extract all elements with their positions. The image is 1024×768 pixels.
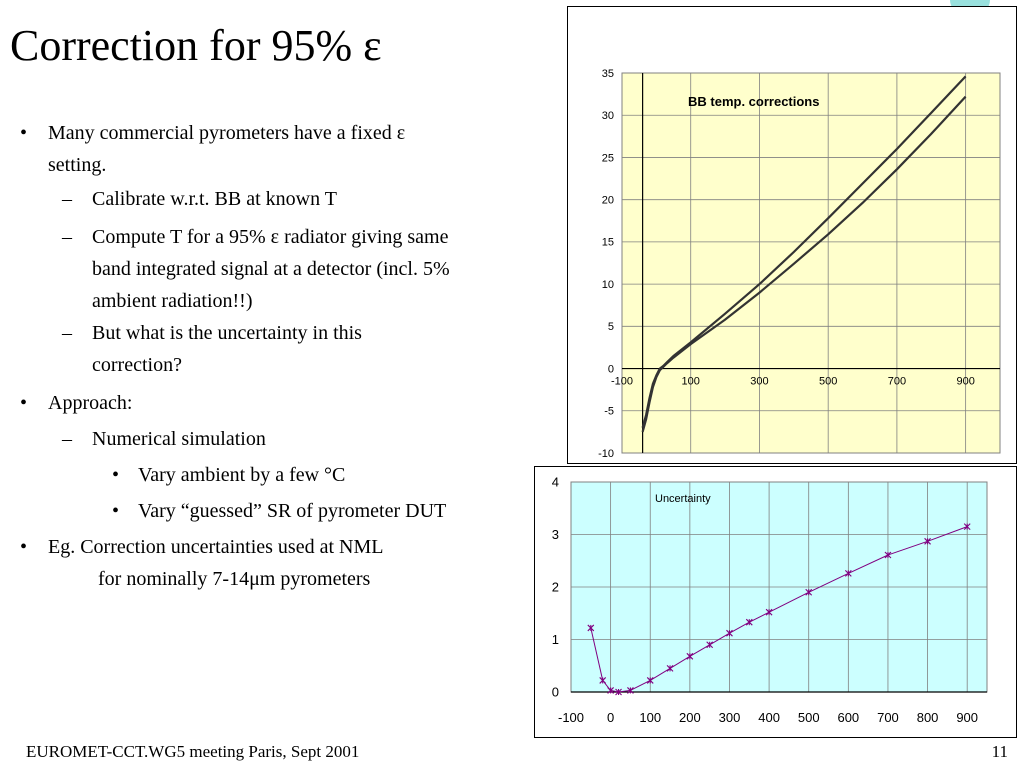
y-tick-label: 3	[552, 527, 559, 542]
chart-title: Uncertainty	[655, 493, 711, 505]
y-tick-label: 15	[602, 237, 614, 249]
data-point-marker	[686, 652, 694, 660]
data-point-marker	[805, 588, 813, 596]
bullet-marker: •	[112, 464, 120, 486]
bullet-marker: •	[112, 500, 120, 522]
x-tick-label: 700	[877, 710, 899, 725]
bb-temp-corrections-chart: -100 100 300 500 700 900 -10 -5 0 5 10 15 20 25 30 35 BB…	[567, 6, 1017, 464]
data-point-marker	[666, 664, 674, 672]
bullet-text-line: Many commercial pyrometers have a fixed …	[48, 122, 406, 144]
y-tick-label: 35	[602, 68, 614, 80]
bullet-marker: •	[20, 536, 28, 558]
bullet-text-line: Calibrate w.r.t. BB at known T	[92, 188, 337, 210]
uncertainty-chart: -100 0 100 200 300 400 500 600 700 800 900 0 1 2 3 4 Unc…	[534, 466, 1017, 738]
x-tick-label: 800	[917, 710, 939, 725]
data-point-marker	[726, 629, 733, 637]
bullet-text-line: Compute T for a 95% ε radiator giving sa…	[92, 226, 449, 248]
y-tick-label: 20	[602, 195, 614, 207]
data-point-marker	[607, 687, 615, 694]
data-point-marker	[924, 537, 931, 545]
y-tick-label: -5	[604, 406, 614, 418]
data-point-marker	[963, 523, 971, 531]
page-number: 11	[991, 742, 1008, 761]
bullet-text-line: Numerical simulation	[92, 428, 266, 450]
x-tick-label: -100	[611, 376, 633, 388]
bullet-text-line: But what is the uncertainty in this	[92, 322, 362, 344]
chart-title: BB temp. corrections	[688, 94, 819, 109]
data-point-marker	[587, 624, 595, 632]
data-point-marker	[615, 688, 622, 696]
x-tick-label: 300	[750, 376, 768, 388]
data-point-marker	[627, 687, 634, 694]
bullet-marker: •	[20, 122, 28, 144]
slide-title: Correction for 95% ε	[10, 21, 382, 70]
y-tick-label: 30	[602, 110, 614, 122]
bullet-text-line: Vary “guessed” SR of pyrometer DUT	[138, 500, 447, 522]
data-point-marker	[599, 677, 607, 684]
x-tick-label: 500	[819, 376, 837, 388]
x-tick-label: 500	[798, 710, 820, 725]
y-tick-label: 0	[552, 685, 559, 700]
bullet-text-line: for nominally 7-14μm pyrometers	[48, 568, 371, 590]
data-point-marker	[745, 618, 753, 626]
y-tick-label: -10	[598, 448, 614, 460]
y-tick-label: 5	[608, 321, 614, 333]
series-line	[641, 95, 967, 433]
bullet-text-line: Eg. Correction uncertainties used at NML	[48, 536, 384, 558]
data-point-marker	[706, 641, 714, 649]
bullet-text-line: band integrated signal at a detector (in…	[92, 258, 450, 280]
x-tick-label: 400	[758, 710, 780, 725]
bb-temp-corrections-svg: -100 100 300 500 700 900 -10 -5 0 5 10 15 20 25 30 35 BB…	[598, 68, 1001, 460]
y-tick-label: 2	[552, 580, 559, 595]
uncertainty-svg: -100 0 100 200 300 400 500 600 700 800 900 0 1 2 3 4 Unc…	[552, 475, 988, 725]
plot-area	[621, 72, 1001, 454]
bullet-marker: –	[62, 322, 72, 344]
bullet-marker: –	[62, 226, 72, 248]
bullet-marker: •	[20, 392, 28, 414]
data-point-marker	[884, 551, 892, 559]
bullet-text-line: Approach:	[48, 392, 133, 414]
y-tick-label: 25	[602, 152, 614, 164]
x-tick-label: 600	[837, 710, 859, 725]
x-tick-label: 700	[888, 376, 906, 388]
data-point-marker	[844, 569, 852, 577]
y-tick-label: 1	[552, 632, 559, 647]
bullet-marker: –	[62, 188, 72, 210]
x-tick-label: 100	[639, 710, 661, 725]
y-tick-label: 10	[602, 279, 614, 291]
x-tick-label: 300	[719, 710, 741, 725]
x-tick-label: 200	[679, 710, 701, 725]
x-tick-label: 900	[956, 376, 974, 388]
y-tick-label: 0	[608, 363, 614, 375]
bullet-text-line: correction?	[92, 354, 182, 376]
bullet-text-line: ambient radiation!!)	[92, 290, 253, 312]
x-tick-label: 0	[607, 710, 614, 725]
y-tick-label: 4	[552, 475, 559, 490]
data-point-marker	[765, 608, 773, 616]
x-tick-label: -100	[558, 710, 584, 725]
x-tick-label: 100	[682, 376, 700, 388]
footer-meeting: EUROMET-CCT.WG5 meeting Paris, Sept 2001	[26, 742, 360, 761]
bullet-text-line: Vary ambient by a few °C	[138, 464, 346, 486]
data-point-marker	[646, 677, 654, 684]
bullet-marker: –	[62, 428, 72, 450]
x-tick-label: 900	[956, 710, 978, 725]
bullet-text-line: setting.	[48, 154, 107, 176]
